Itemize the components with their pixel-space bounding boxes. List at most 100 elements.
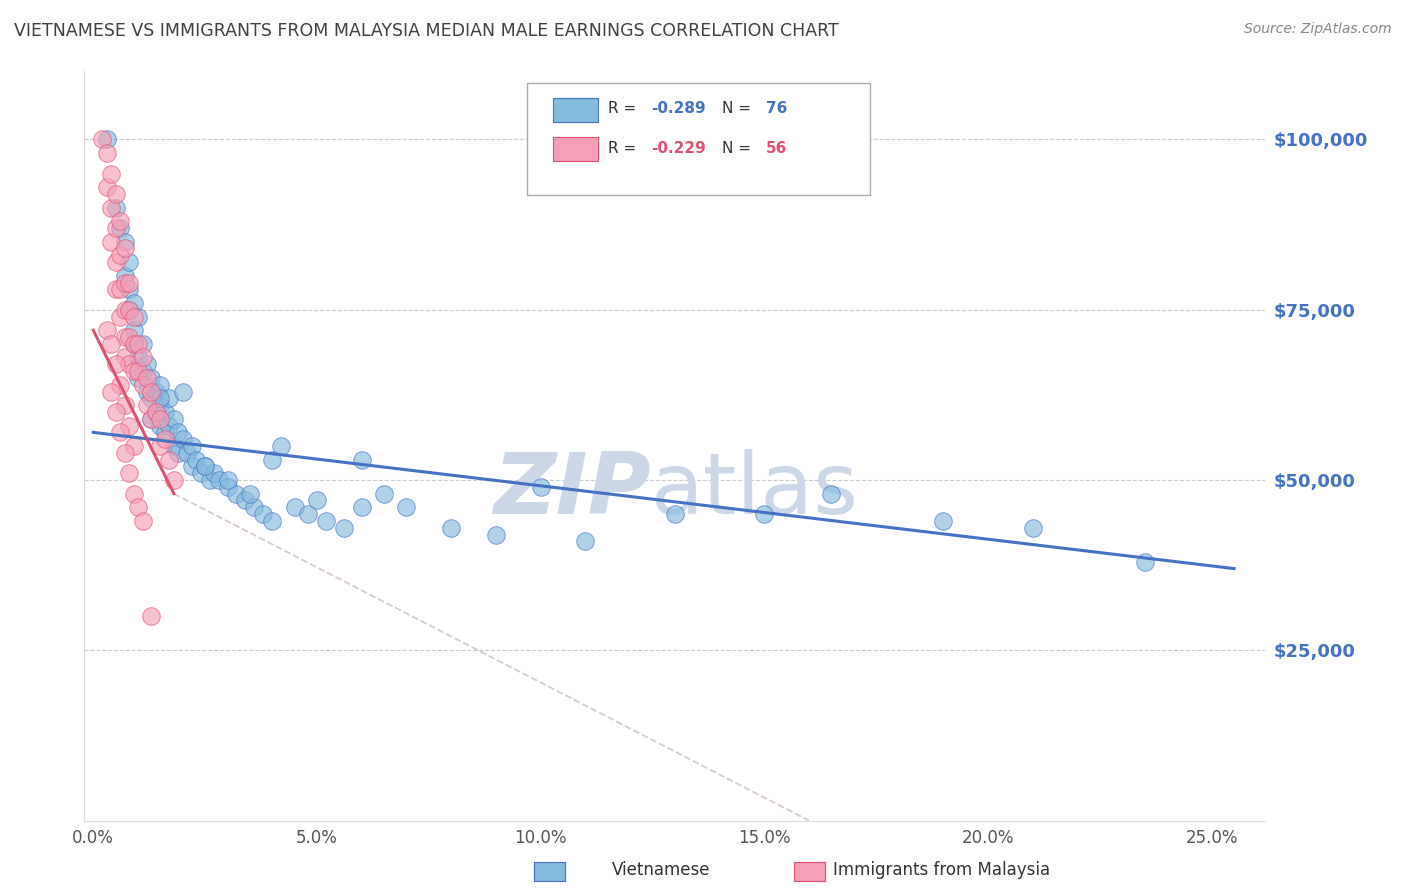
- Point: [114, 276, 136, 290]
- Point: [145, 405, 167, 419]
- Point: [202, 467, 225, 481]
- Point: [108, 282, 131, 296]
- Point: [122, 296, 145, 310]
- Point: [104, 221, 127, 235]
- Point: [127, 336, 149, 351]
- Point: [114, 330, 136, 344]
- Point: [145, 405, 167, 419]
- Point: [122, 486, 145, 500]
- Point: [104, 186, 127, 201]
- Point: [485, 527, 508, 541]
- Point: [131, 377, 153, 392]
- Text: ZIP: ZIP: [494, 450, 651, 533]
- Point: [118, 255, 141, 269]
- Point: [108, 221, 131, 235]
- Point: [440, 521, 463, 535]
- Point: [194, 459, 217, 474]
- Point: [108, 425, 131, 440]
- Point: [122, 310, 145, 324]
- Bar: [553, 97, 598, 121]
- Point: [252, 507, 274, 521]
- Point: [96, 132, 118, 146]
- Point: [754, 507, 776, 521]
- Point: [207, 473, 229, 487]
- Text: -0.289: -0.289: [651, 102, 706, 116]
- Point: [157, 452, 180, 467]
- Point: [180, 459, 202, 474]
- Point: [167, 425, 190, 440]
- Point: [932, 514, 955, 528]
- Point: [149, 439, 172, 453]
- Point: [122, 336, 145, 351]
- Point: [100, 336, 122, 351]
- Point: [100, 201, 122, 215]
- Point: [104, 405, 127, 419]
- Point: [104, 357, 127, 371]
- Point: [141, 371, 163, 385]
- Point: [239, 486, 262, 500]
- Point: [127, 500, 149, 515]
- Point: [149, 377, 172, 392]
- Text: N =: N =: [723, 102, 751, 116]
- Point: [136, 371, 159, 385]
- Point: [108, 248, 131, 262]
- Point: [149, 398, 172, 412]
- Point: [122, 323, 145, 337]
- Point: [262, 514, 284, 528]
- Text: -0.229: -0.229: [651, 141, 706, 156]
- Point: [114, 242, 136, 256]
- Point: [395, 500, 418, 515]
- Text: atlas: atlas: [651, 450, 859, 533]
- Point: [96, 180, 118, 194]
- Point: [180, 439, 202, 453]
- Point: [270, 439, 292, 453]
- Point: [118, 330, 141, 344]
- Point: [114, 351, 136, 365]
- Point: [153, 425, 176, 440]
- Point: [217, 480, 239, 494]
- Point: [127, 364, 149, 378]
- Point: [163, 439, 186, 453]
- Point: [96, 323, 118, 337]
- Point: [127, 351, 149, 365]
- Bar: [553, 137, 598, 161]
- Point: [149, 411, 172, 425]
- Point: [153, 432, 176, 446]
- Point: [136, 357, 159, 371]
- Point: [167, 446, 190, 460]
- Point: [574, 534, 596, 549]
- Point: [141, 411, 163, 425]
- Point: [217, 473, 239, 487]
- Point: [225, 486, 247, 500]
- Point: [136, 398, 159, 412]
- Point: [198, 473, 221, 487]
- Point: [122, 364, 145, 378]
- Point: [118, 302, 141, 317]
- Point: [305, 493, 328, 508]
- Point: [118, 276, 141, 290]
- Point: [297, 507, 319, 521]
- Point: [163, 473, 186, 487]
- Point: [131, 514, 153, 528]
- Point: [190, 467, 212, 481]
- Point: [145, 384, 167, 399]
- Point: [333, 521, 356, 535]
- Point: [114, 398, 136, 412]
- Point: [96, 146, 118, 161]
- Point: [157, 418, 180, 433]
- Point: [315, 514, 337, 528]
- Point: [141, 411, 163, 425]
- FancyBboxPatch shape: [527, 83, 870, 195]
- Point: [118, 467, 141, 481]
- Point: [100, 384, 122, 399]
- Point: [262, 452, 284, 467]
- Point: [118, 282, 141, 296]
- Point: [373, 486, 395, 500]
- Point: [131, 336, 153, 351]
- Point: [820, 486, 842, 500]
- Point: [176, 446, 198, 460]
- Point: [131, 351, 153, 365]
- Point: [235, 493, 257, 508]
- Point: [284, 500, 307, 515]
- Point: [114, 446, 136, 460]
